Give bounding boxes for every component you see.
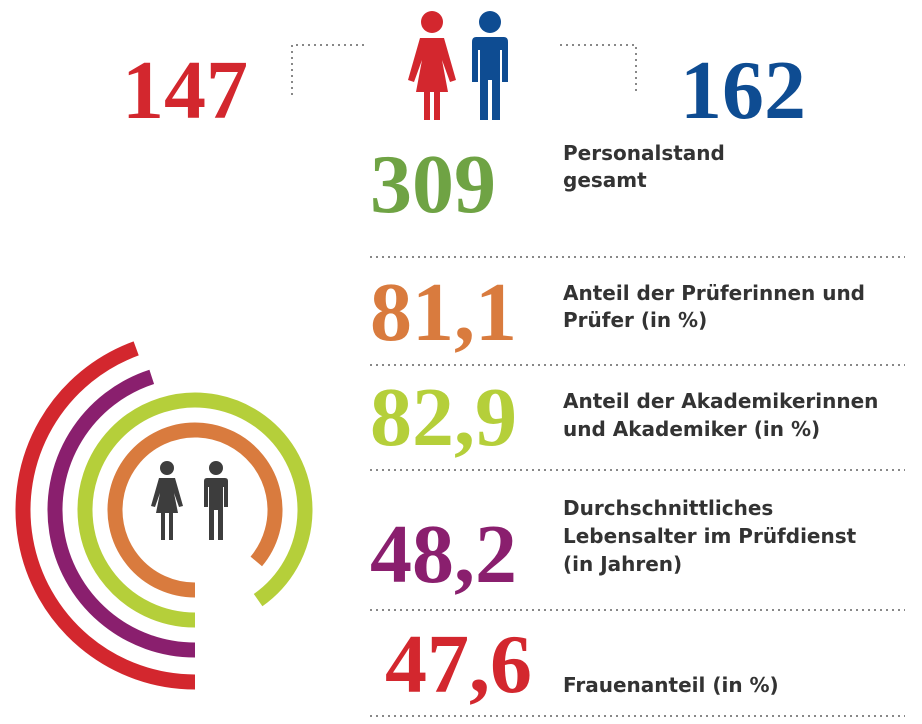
separators xyxy=(370,256,905,717)
stat-label: Prüfer (in %) xyxy=(563,308,707,332)
stat-label: Durchschnittliches xyxy=(563,496,773,520)
women-count: 147 xyxy=(122,44,248,137)
stat-value: 81,1 xyxy=(370,266,517,359)
stat-label: Anteil der Akademikerinnen xyxy=(563,389,878,413)
bracket xyxy=(560,44,637,95)
arc xyxy=(77,392,313,628)
stat-value: 82,9 xyxy=(370,371,517,464)
bracket xyxy=(291,44,368,95)
men-count: 162 xyxy=(680,44,806,137)
stat-value: 47,6 xyxy=(385,618,532,711)
woman-icon xyxy=(408,11,456,120)
arc xyxy=(15,341,196,690)
stat-value: 48,2 xyxy=(370,508,517,601)
small-icons xyxy=(151,461,228,540)
stat-label: Lebensalter im Prüfdienst xyxy=(563,524,857,548)
arc xyxy=(107,422,283,598)
stat-label: (in Jahren) xyxy=(563,552,682,576)
stat-label: Anteil der Prüferinnen und xyxy=(563,281,865,305)
arc xyxy=(47,369,196,658)
total-count: 309 xyxy=(370,138,496,231)
man-icon xyxy=(472,11,508,120)
total-label: Personalstand xyxy=(563,141,725,165)
stats: 81,1 Anteil der Prüferinnen und Prüfer (in… xyxy=(370,266,878,711)
stat-label: und Akademiker (in %) xyxy=(563,417,820,441)
total-label: gesamt xyxy=(563,168,647,192)
stat-label: Frauenanteil (in %) xyxy=(563,673,779,697)
arcs xyxy=(15,341,313,690)
